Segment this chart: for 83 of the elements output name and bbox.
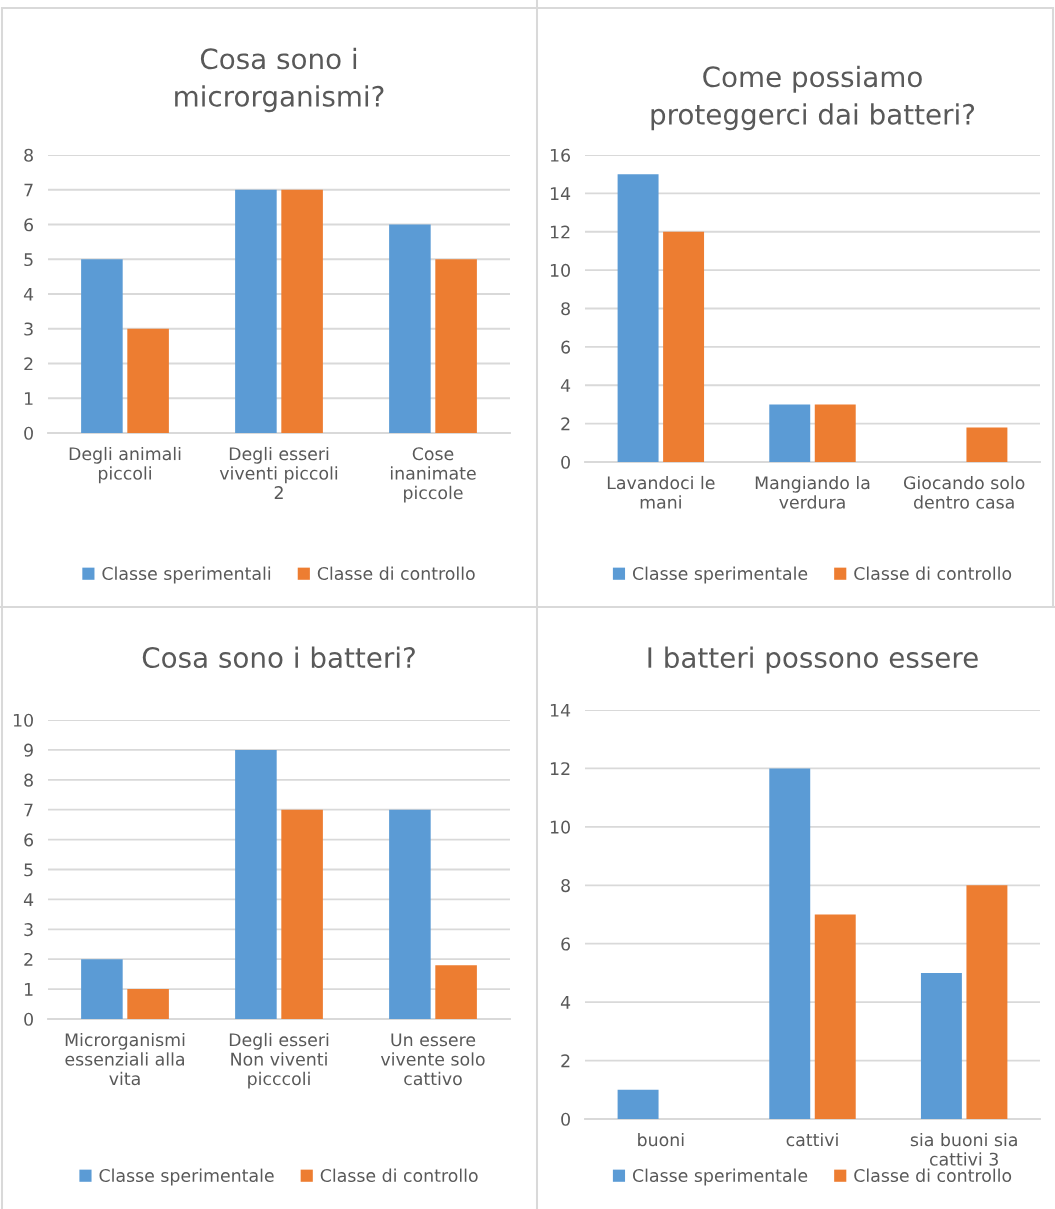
legend-label: Classe di controllo [854,566,1012,581]
legend-label: Classe di controllo [854,1168,1012,1183]
y-tick-label: 6 [24,833,34,847]
bar [966,885,1008,1119]
y-tick-label: 4 [23,893,34,906]
x-tick-label: Degli esseri viventi piccoli 2 [219,446,338,499]
x-tick-label: Un essere vivente solo cattivo [380,1033,485,1086]
y-tick-label: 8 [561,879,570,893]
chart-title: I batteri possono essere [648,646,978,674]
bar [435,965,477,1019]
bar [81,259,123,433]
y-tick-label: 12 [550,762,570,776]
bar [966,427,1008,462]
bar [435,259,477,433]
y-tick-label: 8 [561,302,570,316]
bar [663,231,705,462]
y-tick-label: 5 [24,253,33,267]
y-tick-label: 10 [550,820,570,834]
y-tick-label: 6 [561,340,571,354]
y-tick-label: 3 [24,923,33,937]
legend-label: Classe sperimentali [102,566,271,584]
bar [235,189,277,433]
bar [389,809,431,1019]
legend-label: Classe sperimentale [99,1168,274,1186]
y-tick-label: 5 [24,863,33,877]
y-tick-label: 8 [24,148,33,162]
y-tick-label: 0 [561,455,570,469]
y-tick-label: 7 [24,803,33,817]
y-tick-label: 14 [550,187,571,200]
y-tick-label: 2 [24,952,33,966]
y-tick-label: 9 [24,743,33,757]
y-tick-label: 2 [561,1054,570,1068]
y-tick-label: 0 [24,426,33,440]
bar [920,972,962,1119]
bar [127,328,169,433]
bar [281,809,323,1019]
x-tick-label: Degli esseri Non viventi picccoli [229,1032,329,1089]
x-tick-label: Lavandoci le mani [607,475,715,509]
chart-title: Come possiamo proteggerci dai batteri? [651,65,975,131]
bar [814,404,856,462]
bar [617,1089,659,1119]
y-tick-label: 1 [24,392,33,405]
legend-label: Classe sperimentale [632,566,808,584]
y-tick-label: 8 [24,773,33,787]
x-tick-label: Degli animali piccoli [69,446,181,484]
y-tick-label: 4 [560,379,571,392]
x-tick-label: buoni [638,1132,684,1147]
legend-label: Classe di controllo [320,1168,478,1183]
y-tick-label: 3 [24,322,33,336]
x-tick-label: Cose inanimate piccole [390,447,476,503]
bar [769,768,811,1119]
y-tick-label: 4 [23,287,34,301]
y-tick-label: 2 [24,357,33,371]
bar [814,914,856,1119]
y-tick-label: 10 [13,713,33,727]
y-tick-label: 12 [550,225,570,239]
x-tick-label: Giocando solo dentro casa [903,475,1025,509]
y-tick-label: 6 [561,937,571,951]
y-tick-label: 1 [24,983,33,996]
chart-title: Cosa sono i microrganismi? [175,47,384,113]
x-tick-label: cattivi [786,1132,838,1147]
y-tick-label: 0 [561,1112,570,1126]
x-tick-label: Microrganismi essenziali alla vita [65,1032,185,1086]
chart-title: Cosa sono i batteri? [142,646,415,669]
y-tick-label: 10 [550,263,570,277]
y-tick-label: 0 [24,1012,33,1026]
y-tick-label: 14 [550,703,571,717]
x-tick-label: sia buoni sia cattivi 3 [910,1132,1017,1166]
bar [281,189,323,433]
bar [617,174,659,462]
bar [769,404,811,462]
bar [81,959,123,1019]
bar [389,224,431,433]
y-tick-label: 6 [24,218,34,232]
x-tick-label: Mangiando la verdura [755,475,870,509]
legend-label: Classe sperimentale [632,1168,808,1186]
y-tick-label: 2 [561,417,570,431]
bar [127,989,169,1019]
y-tick-label: 4 [560,996,571,1009]
y-tick-label: 7 [24,183,33,197]
y-tick-label: 16 [550,148,571,162]
legend-label: Classe di controllo [317,566,475,581]
bar [235,749,277,1019]
